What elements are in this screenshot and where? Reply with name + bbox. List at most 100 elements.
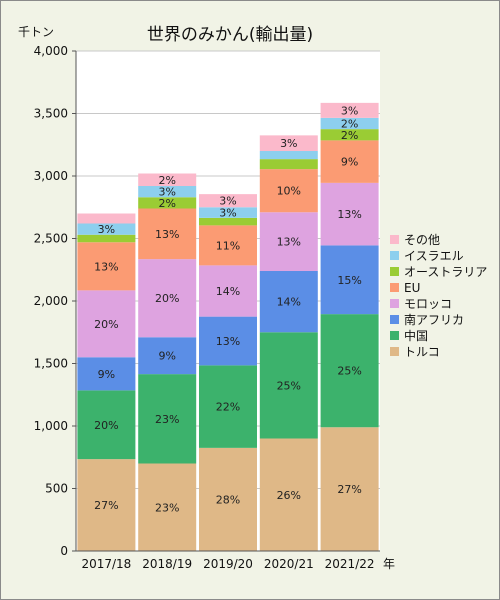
data-label: 23% <box>155 413 179 426</box>
data-label: 13% <box>216 335 240 348</box>
bar-segment <box>138 259 197 338</box>
legend-swatch <box>390 331 399 340</box>
x-tick-label: 2019/20 <box>203 557 253 571</box>
y-tick-label: 0 <box>60 544 68 558</box>
bar-segment <box>77 234 136 243</box>
bar-segment <box>259 332 318 439</box>
bar-segment <box>138 337 197 375</box>
bar-segment <box>77 213 136 224</box>
data-label: 3% <box>158 186 175 199</box>
bar-segment <box>77 223 136 235</box>
bar-segment <box>199 194 257 208</box>
bar-segment <box>320 129 379 141</box>
data-label: 2% <box>341 129 358 142</box>
bar-segment <box>320 140 379 183</box>
bar-segment <box>77 290 136 358</box>
y-tick-label: 3,500 <box>34 107 68 121</box>
bar-segment <box>199 265 257 317</box>
data-label: 9% <box>158 350 175 363</box>
bars: 27%20%9%20%13%3%23%23%9%20%13%2%3%2%28%2… <box>77 102 379 551</box>
data-label: 3% <box>280 137 297 150</box>
data-label: 13% <box>337 208 361 221</box>
data-label: 3% <box>219 195 236 208</box>
bar-segment <box>259 135 318 151</box>
legend-label: モロッコ <box>404 297 452 311</box>
legend-label: 中国 <box>404 328 428 343</box>
bar-segment <box>138 463 197 551</box>
legend-label: イスラエル <box>404 249 464 263</box>
y-tick-label: 2,000 <box>34 294 68 308</box>
data-label: 27% <box>94 499 118 512</box>
legend-swatch <box>390 299 399 308</box>
bar-segment <box>138 197 197 209</box>
bar-segment <box>77 390 136 460</box>
legend-swatch <box>390 315 399 324</box>
bar-segment <box>259 151 318 160</box>
data-label: 20% <box>94 419 118 432</box>
legend-swatch <box>390 267 399 276</box>
y-tick-label: 500 <box>45 482 68 496</box>
bar-segment <box>320 314 379 428</box>
x-axis-unit-label: 年 <box>383 557 395 571</box>
bar-segment <box>320 102 379 118</box>
data-label: 20% <box>155 292 179 305</box>
bar-segment <box>259 438 318 551</box>
bar-segment <box>138 208 197 260</box>
data-label: 2% <box>158 197 175 210</box>
legend-label: EU <box>404 281 420 295</box>
data-label: 2% <box>341 118 358 131</box>
data-label: 15% <box>337 274 361 287</box>
data-label: 25% <box>277 379 301 392</box>
legend-swatch <box>390 235 399 244</box>
data-label: 10% <box>277 185 301 198</box>
data-label: 27% <box>337 483 361 496</box>
data-label: 25% <box>337 365 361 378</box>
bar-segment <box>77 459 136 551</box>
y-tick-labels: 0 500 1,000 1,500 2,000 2,500 3,000 3,500 4,000 <box>34 44 68 558</box>
legend-swatch <box>390 283 399 292</box>
bar-segment <box>259 169 318 213</box>
data-label: 23% <box>155 501 179 514</box>
x-tick-label: 2018/19 <box>142 557 192 571</box>
y-tick-label: 1,000 <box>34 419 68 433</box>
data-label: 3% <box>219 207 236 220</box>
y-tick-label: 2,500 <box>34 232 68 246</box>
bar-segment <box>199 365 257 448</box>
legend-label: その他 <box>404 233 440 247</box>
bar-segment <box>199 217 257 226</box>
y-tick-label: 3,000 <box>34 169 68 183</box>
data-label: 9% <box>98 368 115 381</box>
bar-segment <box>77 357 136 391</box>
data-label: 13% <box>94 260 118 273</box>
bar-segment <box>320 182 379 246</box>
bar-segment <box>259 271 318 333</box>
bar-segment <box>320 117 379 130</box>
data-label: 28% <box>216 493 240 506</box>
bar-segment <box>138 173 197 186</box>
bar-segment <box>259 212 318 271</box>
data-label: 20% <box>94 318 118 331</box>
bar-segment <box>138 374 197 464</box>
legend-swatch <box>390 347 399 356</box>
legend-swatch <box>390 251 399 260</box>
bar-segment <box>77 242 136 291</box>
x-tick-label: 2020/21 <box>264 557 314 571</box>
data-label: 13% <box>155 228 179 241</box>
y-tick-label: 1,500 <box>34 357 68 371</box>
data-label: 9% <box>341 156 358 169</box>
data-label: 11% <box>216 239 240 252</box>
y-tick-label: 4,000 <box>34 44 68 58</box>
bar-segment <box>138 186 197 198</box>
data-label: 22% <box>216 401 240 414</box>
bar-segment <box>199 447 257 551</box>
x-tick-label: 2017/18 <box>81 557 131 571</box>
data-label: 3% <box>98 223 115 236</box>
bar-segment <box>199 207 257 218</box>
data-label: 2% <box>158 174 175 187</box>
legend-label: トルコ <box>404 345 440 359</box>
data-label: 3% <box>341 104 358 117</box>
data-label: 13% <box>277 236 301 249</box>
data-label: 14% <box>277 296 301 309</box>
